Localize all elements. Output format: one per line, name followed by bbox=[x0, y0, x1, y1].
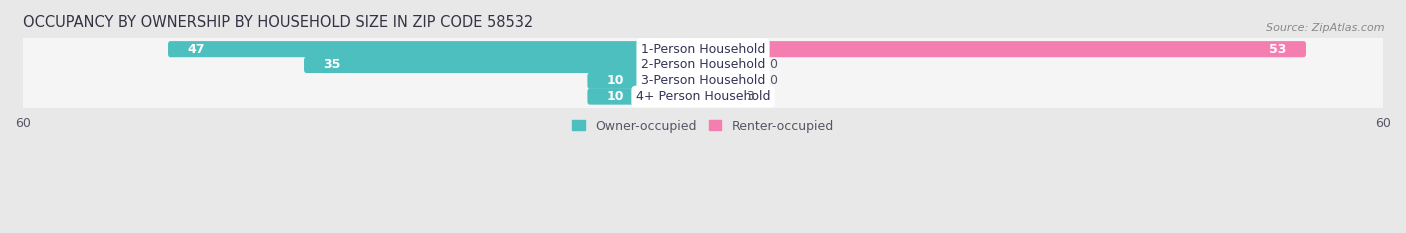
FancyBboxPatch shape bbox=[0, 38, 1406, 61]
Text: 53: 53 bbox=[1270, 43, 1286, 56]
FancyBboxPatch shape bbox=[700, 57, 762, 73]
FancyBboxPatch shape bbox=[588, 89, 706, 105]
Text: 0: 0 bbox=[769, 74, 776, 87]
FancyBboxPatch shape bbox=[700, 41, 1306, 57]
FancyBboxPatch shape bbox=[588, 73, 706, 89]
FancyBboxPatch shape bbox=[700, 89, 740, 105]
FancyBboxPatch shape bbox=[304, 57, 706, 73]
FancyBboxPatch shape bbox=[169, 41, 706, 57]
Text: 4+ Person Household: 4+ Person Household bbox=[636, 90, 770, 103]
FancyBboxPatch shape bbox=[700, 73, 762, 89]
Text: 3-Person Household: 3-Person Household bbox=[641, 74, 765, 87]
Text: 35: 35 bbox=[323, 58, 340, 72]
Text: 10: 10 bbox=[606, 90, 624, 103]
Text: 3: 3 bbox=[747, 90, 754, 103]
Text: 47: 47 bbox=[187, 43, 205, 56]
Text: 0: 0 bbox=[769, 58, 776, 72]
FancyBboxPatch shape bbox=[0, 85, 1406, 108]
Text: Source: ZipAtlas.com: Source: ZipAtlas.com bbox=[1267, 23, 1385, 33]
Legend: Owner-occupied, Renter-occupied: Owner-occupied, Renter-occupied bbox=[568, 115, 838, 137]
Text: OCCUPANCY BY OWNERSHIP BY HOUSEHOLD SIZE IN ZIP CODE 58532: OCCUPANCY BY OWNERSHIP BY HOUSEHOLD SIZE… bbox=[22, 15, 533, 30]
FancyBboxPatch shape bbox=[0, 53, 1406, 77]
FancyBboxPatch shape bbox=[0, 69, 1406, 93]
Text: 1-Person Household: 1-Person Household bbox=[641, 43, 765, 56]
Text: 10: 10 bbox=[606, 74, 624, 87]
Text: 2-Person Household: 2-Person Household bbox=[641, 58, 765, 72]
